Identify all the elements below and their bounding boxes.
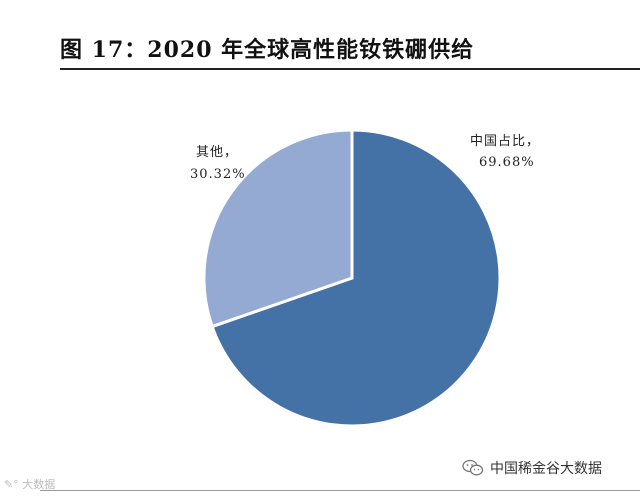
watermark-left: ✎° 大数据: [4, 476, 55, 492]
slice-value-china: 69.68%: [479, 155, 535, 170]
wechat-icon: [462, 459, 484, 476]
watermark-right: 中国稀金谷大数据: [462, 458, 602, 478]
slice-label-china: 中国占比，: [470, 134, 540, 149]
chart-title: 图 17：2020 年全球高性能钕铁硼供给: [60, 37, 475, 63]
pie-slice-other: [202, 128, 354, 329]
pie-slice-china: [210, 128, 502, 428]
watermark-right-text: 中国稀金谷大数据: [490, 461, 602, 477]
bottom-rule: [40, 490, 640, 491]
weibo-logo-icon: ✎°: [4, 478, 19, 491]
title-rule: [60, 68, 640, 70]
watermark-left-text: 大数据: [22, 478, 56, 491]
slice-label-other: 其他，: [196, 145, 238, 160]
slice-value-other: 30.32%: [190, 167, 246, 182]
